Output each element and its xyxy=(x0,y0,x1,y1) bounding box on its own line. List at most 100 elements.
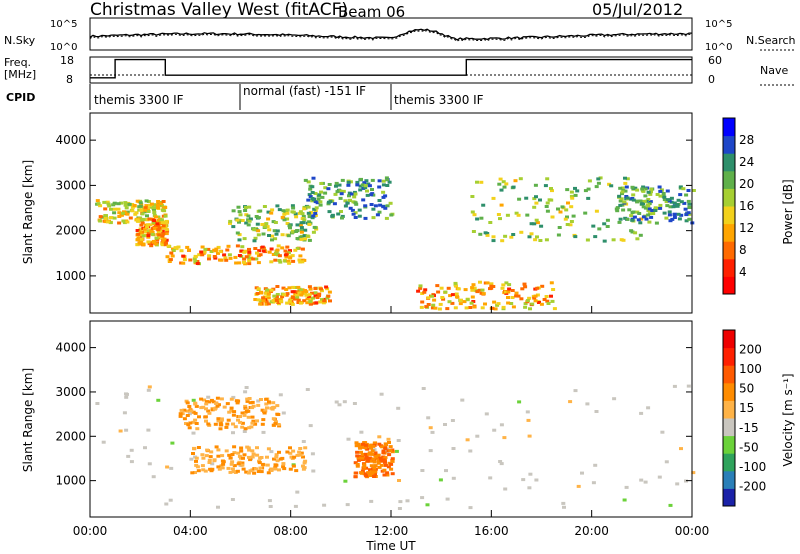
heatmap-cell-2-128 xyxy=(251,257,256,261)
heatmap-cell-3-14 xyxy=(270,234,275,238)
heatmap-cell-1-129 xyxy=(141,234,146,238)
heatmap-cell-0-98 xyxy=(112,207,117,211)
heatmap-cell-3-15 xyxy=(285,222,290,225)
heatmap-cell-6-51 xyxy=(495,303,500,307)
heatmap-cell-4-58 xyxy=(308,302,313,306)
heatmap-cell-7-22 xyxy=(539,224,544,228)
heatmap-cell-5-55 xyxy=(306,180,311,184)
heatmap-cell-4-127 xyxy=(328,299,332,303)
heatmap-cell-6-3 xyxy=(540,284,545,288)
heatmap-cell-1-7 xyxy=(143,230,148,233)
heatmap-cell-8-116 xyxy=(642,199,647,203)
heatmap-cell-6-76 xyxy=(432,298,437,302)
heatmap-cell-4-97 xyxy=(293,297,297,301)
heatmap-cell-3-33 xyxy=(264,397,269,401)
heatmap-cell-4-107 xyxy=(261,299,266,303)
heatmap-cell-1-95 xyxy=(292,455,297,459)
heatmap-cell-2-119 xyxy=(298,254,303,258)
heatmap-cell-2-68 xyxy=(298,260,303,264)
heatmap-cell-1-7 xyxy=(259,470,264,474)
heatmap-cell-3-99 xyxy=(238,213,243,217)
heatmap-cell-0-18 xyxy=(397,507,402,510)
heatmap-cell-0-52 xyxy=(123,203,128,207)
heatmap-cell-1-139 xyxy=(210,467,215,471)
heatmap-cell-2-103 xyxy=(212,255,217,258)
heatmap-cell-7-60 xyxy=(566,201,570,205)
heatmap-cell-2-38 xyxy=(369,464,374,468)
heatmap-cell-3-119 xyxy=(252,228,257,232)
heatmap-cell-0-119 xyxy=(152,206,156,210)
heatmap-cell-3-78 xyxy=(249,425,254,429)
heatmap-cell-7-93 xyxy=(545,177,550,181)
heatmap-cell-6-27 xyxy=(468,306,473,309)
heatmap-cell-8-111 xyxy=(678,193,683,197)
heatmap-cell-3-17 xyxy=(256,403,261,407)
heatmap-cell-5-56 xyxy=(347,191,352,195)
heatmap-cell-1-73 xyxy=(245,445,250,449)
heatmap-cell-0-21 xyxy=(668,503,673,507)
heatmap-cell-2-49 xyxy=(267,250,272,254)
heatmap-cell-2-126 xyxy=(168,258,173,262)
heatmap-cell-3-59 xyxy=(267,228,272,232)
heatmap-cell-1-8 xyxy=(291,464,296,468)
heatmap-cell-7-46 xyxy=(532,222,537,226)
heatmap-cell-3-68 xyxy=(312,207,317,211)
heatmap-cell-3-124 xyxy=(193,418,198,422)
heatmap-cell-0-68 xyxy=(405,499,410,503)
heatmap-cell-6-22 xyxy=(475,290,480,294)
heatmap-cell-1-82 xyxy=(161,226,165,230)
heatmap-cell-6-93 xyxy=(472,305,477,309)
heatmap-cell-0-54 xyxy=(170,441,175,445)
heatmap-cell-6-97 xyxy=(496,302,501,306)
heatmap-cell-3-88 xyxy=(182,417,187,421)
heatmap-cell-0-99 xyxy=(502,436,507,440)
heatmap-cell-6-120 xyxy=(422,290,427,294)
heatmap-cell-6-102 xyxy=(550,299,555,303)
heatmap-cell-6-74 xyxy=(481,292,486,296)
heatmap-cell-0-7 xyxy=(112,211,117,215)
heatmap-cell-6-130 xyxy=(470,286,475,290)
heatmap-cell-3-1 xyxy=(297,211,302,215)
heatmap-cell-2-69 xyxy=(385,471,390,475)
heatmap-cell-3-101 xyxy=(238,420,243,424)
heatmap-cell-5-54 xyxy=(323,186,328,190)
heatmap-cell-0-87 xyxy=(156,398,161,402)
velocity-heatmap xyxy=(95,384,696,510)
heatmap-cell-4-110 xyxy=(307,293,312,297)
heatmap-cell-3-10 xyxy=(244,213,249,217)
heatmap-cell-6-125 xyxy=(533,299,538,303)
heatmap-cell-3-109 xyxy=(299,230,304,234)
heatmap-cell-7-128 xyxy=(498,217,502,221)
heatmap-cell-8-22 xyxy=(646,209,651,213)
heatmap-cell-7-44 xyxy=(596,181,601,185)
power-y-tick-label-2: 3000 xyxy=(55,178,86,192)
heatmap-cell-3-46 xyxy=(216,419,221,423)
heatmap-cell-8-28 xyxy=(686,189,691,192)
heatmap-cell-0-50 xyxy=(345,503,350,507)
heatmap-cell-5-133 xyxy=(351,212,356,216)
heatmap-cell-7-135 xyxy=(563,217,568,221)
heatmap-cell-3-82 xyxy=(291,230,295,234)
heatmap-cell-2-40 xyxy=(290,254,295,258)
heatmap-cell-3-9 xyxy=(274,420,278,424)
heatmap-cell-3-48 xyxy=(255,222,260,226)
heatmap-cell-2-17 xyxy=(362,463,367,467)
heatmap-cell-2-61 xyxy=(376,453,381,457)
heatmap-cell-3-54 xyxy=(248,401,253,405)
heatmap-cell-6-113 xyxy=(447,300,452,304)
heatmap-cell-2-26 xyxy=(284,255,289,259)
heatmap-cell-6-95 xyxy=(510,289,515,292)
heatmap-cell-5-91 xyxy=(349,192,354,196)
heatmap-cell-5-53 xyxy=(348,206,353,210)
heatmap-cell-5-120 xyxy=(389,213,394,217)
heatmap-cell-0-127 xyxy=(163,214,168,218)
heatmap-cell-2-102 xyxy=(359,471,364,475)
heatmap-cell-5-111 xyxy=(328,200,333,204)
heatmap-cell-7-96 xyxy=(475,180,479,184)
heatmap-cell-2-85 xyxy=(207,254,212,258)
heatmap-cell-3-33 xyxy=(273,221,278,224)
heatmap-cell-0-33 xyxy=(311,469,316,473)
heatmap-cell-7-112 xyxy=(491,239,496,243)
heatmap-cell-1-94 xyxy=(135,243,140,247)
heatmap-cell-3-116 xyxy=(262,411,267,415)
